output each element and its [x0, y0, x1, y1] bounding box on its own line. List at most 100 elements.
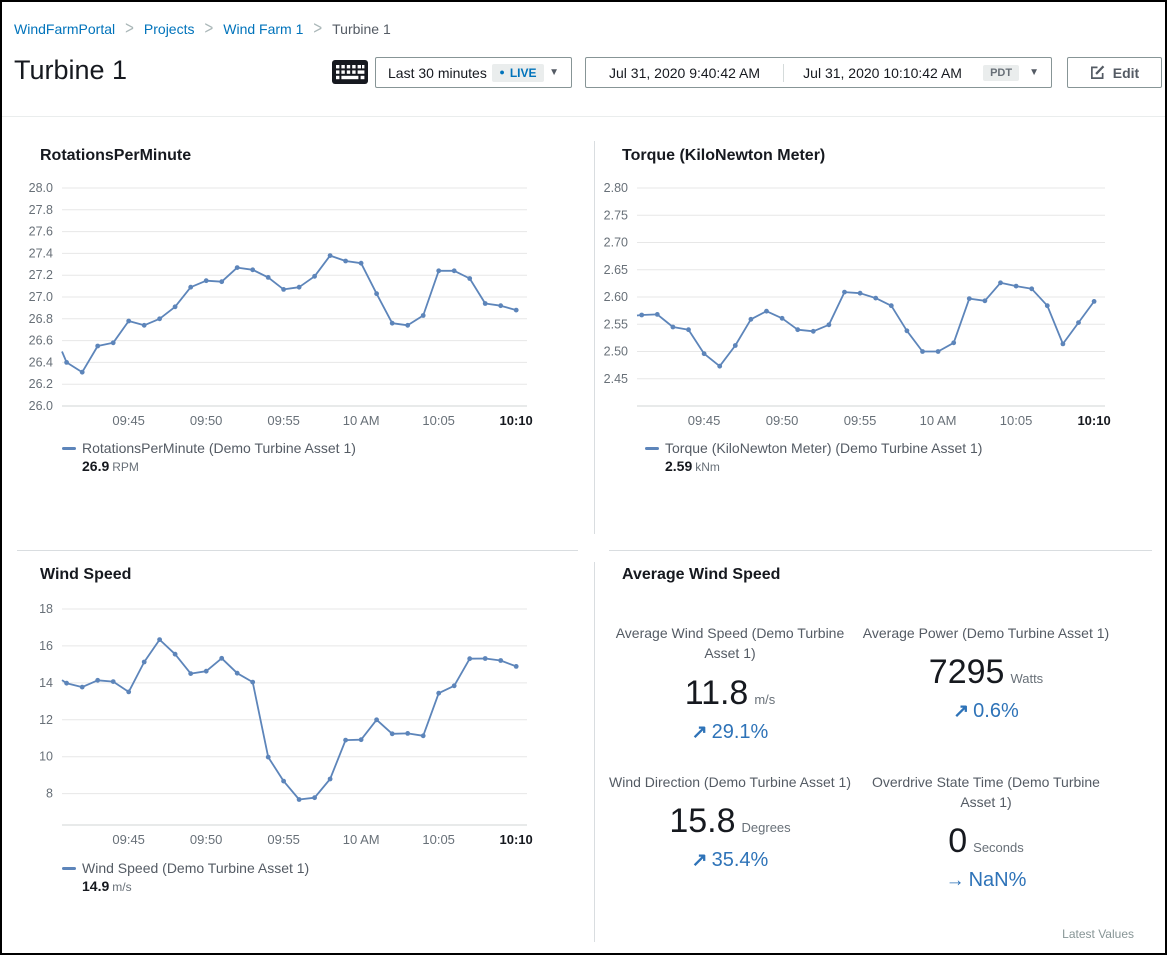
svg-text:10: 10: [39, 750, 53, 764]
chevron-right-icon: >: [313, 17, 323, 40]
svg-text:2.50: 2.50: [604, 345, 628, 359]
chart-legend: RotationsPerMinute (Demo Turbine Asset 1…: [62, 440, 356, 474]
svg-text:09:55: 09:55: [267, 413, 300, 428]
breadcrumb: WindFarmPortal > Projects > Wind Farm 1 …: [14, 17, 391, 40]
time-range-label: Last 30 minutes: [388, 64, 487, 81]
kpi-trend: ↗ 0.6%: [953, 700, 1019, 723]
breadcrumb-windfarm-link[interactable]: Wind Farm 1: [223, 20, 304, 37]
kpi-trend: ↗ 29.1%: [691, 720, 769, 743]
edit-icon: [1090, 65, 1105, 79]
time-range-dropdown[interactable]: Last 30 minutes ● LIVE ▼: [375, 57, 572, 88]
row-divider-left: [17, 550, 578, 551]
legend-line-swatch: [62, 866, 76, 870]
svg-text:2.55: 2.55: [604, 317, 628, 331]
rotations-per-minute-chart: 28.0 27.8 27.6 27.4 27.2 27.0 26.8 26.6 26.4 26.2…: [18, 178, 552, 445]
date-separator: [783, 63, 785, 82]
svg-text:12: 12: [39, 713, 53, 727]
start-date: Jul 31, 2020 9:40:42 AM: [609, 64, 761, 81]
kpi-value: 7295 Watts: [928, 653, 1044, 692]
timezone-badge: PDT: [983, 64, 1020, 81]
svg-text:26.0: 26.0: [29, 399, 53, 413]
svg-text:10:05: 10:05: [422, 413, 455, 428]
kpi-overdrive-state-time: Overdrive State Time (Demo Turbine Asset…: [858, 772, 1114, 893]
trend-up-icon: ↗: [953, 701, 970, 723]
svg-text:2.70: 2.70: [604, 236, 628, 250]
legend-line-swatch: [645, 446, 659, 450]
kpi-label: Average Power (Demo Turbine Asset 1): [862, 625, 1110, 641]
svg-text:8: 8: [46, 787, 53, 801]
svg-text:27.2: 27.2: [29, 268, 53, 282]
chevron-down-icon: ▼: [549, 67, 559, 78]
widget-torque: Torque (KiloNewton Meter) 2.80 2.75 2.70 2.…: [594, 117, 1152, 551]
date-range-control[interactable]: Jul 31, 2020 9:40:42 AM Jul 31, 2020 10:…: [585, 57, 1052, 88]
svg-text:09:50: 09:50: [190, 413, 223, 428]
latest-values-note: Latest Values: [1062, 927, 1134, 941]
legend-line-swatch: [62, 446, 76, 450]
keyboard-shortcuts-button[interactable]: [330, 59, 369, 86]
kpi-trend: ↗ 35.4%: [691, 848, 769, 871]
chart-title: Wind Speed: [40, 566, 132, 583]
svg-text:2.45: 2.45: [604, 372, 628, 386]
legend-label: RotationsPerMinute (Demo Turbine Asset 1…: [82, 440, 356, 456]
page-title: Turbine 1: [14, 55, 128, 85]
trend-up-icon: ↗: [691, 849, 708, 871]
kpi-panel-title: Average Wind Speed: [622, 566, 781, 583]
svg-text:09:50: 09:50: [766, 413, 799, 428]
edit-button[interactable]: Edit: [1067, 57, 1162, 88]
svg-text:10 AM: 10 AM: [920, 413, 957, 428]
live-dot-icon: ●: [499, 67, 505, 77]
svg-text:09:45: 09:45: [112, 413, 145, 428]
svg-text:09:55: 09:55: [267, 832, 300, 847]
kpi-label: Wind Direction (Demo Turbine Asset 1): [609, 773, 851, 790]
kpi-label: Overdrive State Time (Demo Turbine Asset…: [872, 773, 1100, 810]
svg-text:2.75: 2.75: [604, 208, 628, 222]
kpi-average-wind-speed: Average Wind Speed (Demo Turbine Asset 1…: [602, 623, 858, 744]
svg-text:10:10: 10:10: [500, 832, 533, 847]
header-divider: [2, 116, 1165, 117]
svg-text:26.4: 26.4: [29, 355, 53, 369]
chart-legend: Wind Speed (Demo Turbine Asset 1) 14.9 m/…: [62, 860, 309, 894]
chevron-right-icon: >: [204, 17, 214, 40]
widget-rotations-per-minute: RotationsPerMinute 28.0 27.8 27.6 27.4 27.2 2…: [2, 117, 594, 551]
svg-text:26.8: 26.8: [29, 312, 53, 326]
chevron-right-icon: >: [125, 17, 134, 40]
breadcrumb-portal-link[interactable]: WindFarmPortal: [14, 20, 116, 37]
svg-text:10:10: 10:10: [1077, 413, 1110, 428]
widget-wind-speed: Wind Speed 18 16 14 12 10 8 09:45 09:50 09:55 10 …: [2, 551, 594, 951]
chart-title: Torque (KiloNewton Meter): [622, 147, 826, 164]
svg-text:14: 14: [39, 676, 53, 690]
kpi-label: Average Wind Speed (Demo Turbine Asset 1…: [615, 625, 845, 662]
svg-text:28.0: 28.0: [29, 181, 53, 195]
kpi-value: 11.8 m/s: [684, 673, 776, 712]
legend-latest-value: 14.9 m/s: [82, 878, 132, 894]
svg-text:2.60: 2.60: [604, 290, 628, 304]
wind-speed-chart: 18 16 14 12 10 8 09:45 09:50 09:55 10 AM 10:05 10:1…: [18, 599, 552, 866]
svg-text:2.80: 2.80: [604, 181, 628, 195]
svg-text:2.65: 2.65: [604, 263, 628, 277]
svg-text:18: 18: [39, 602, 53, 616]
end-date: Jul 31, 2020 10:10:42 AM: [803, 64, 962, 81]
svg-text:10:05: 10:05: [1000, 413, 1033, 428]
svg-text:09:45: 09:45: [688, 413, 721, 428]
column-divider-row1: [594, 141, 595, 534]
kpi-value: 15.8 Degrees: [669, 801, 791, 840]
svg-text:26.6: 26.6: [29, 334, 53, 348]
trend-up-icon: ↗: [691, 721, 708, 743]
widget-average-wind-speed-kpis: Average Wind Speed Average Wind Speed (D…: [594, 551, 1152, 951]
keyboard-icon: [331, 60, 368, 84]
chevron-down-icon: ▼: [1029, 67, 1039, 78]
legend-label: Wind Speed (Demo Turbine Asset 1): [82, 860, 310, 876]
breadcrumb-current: Turbine 1: [332, 20, 391, 37]
kpi-value: 0 Seconds: [948, 822, 1024, 861]
legend-label: Torque (KiloNewton Meter) (Demo Turbine …: [665, 440, 983, 456]
breadcrumb-projects-link[interactable]: Projects: [143, 20, 195, 37]
row-divider-right: [609, 550, 1152, 551]
svg-text:10:05: 10:05: [422, 832, 455, 847]
svg-text:27.8: 27.8: [29, 203, 53, 217]
trend-flat-icon: →: [945, 869, 965, 891]
svg-text:27.0: 27.0: [29, 290, 53, 304]
kpi-wind-direction: Wind Direction (Demo Turbine Asset 1) 15…: [602, 772, 858, 893]
column-divider-row2: [594, 562, 595, 942]
kpi-grid: Average Wind Speed (Demo Turbine Asset 1…: [602, 623, 1122, 892]
